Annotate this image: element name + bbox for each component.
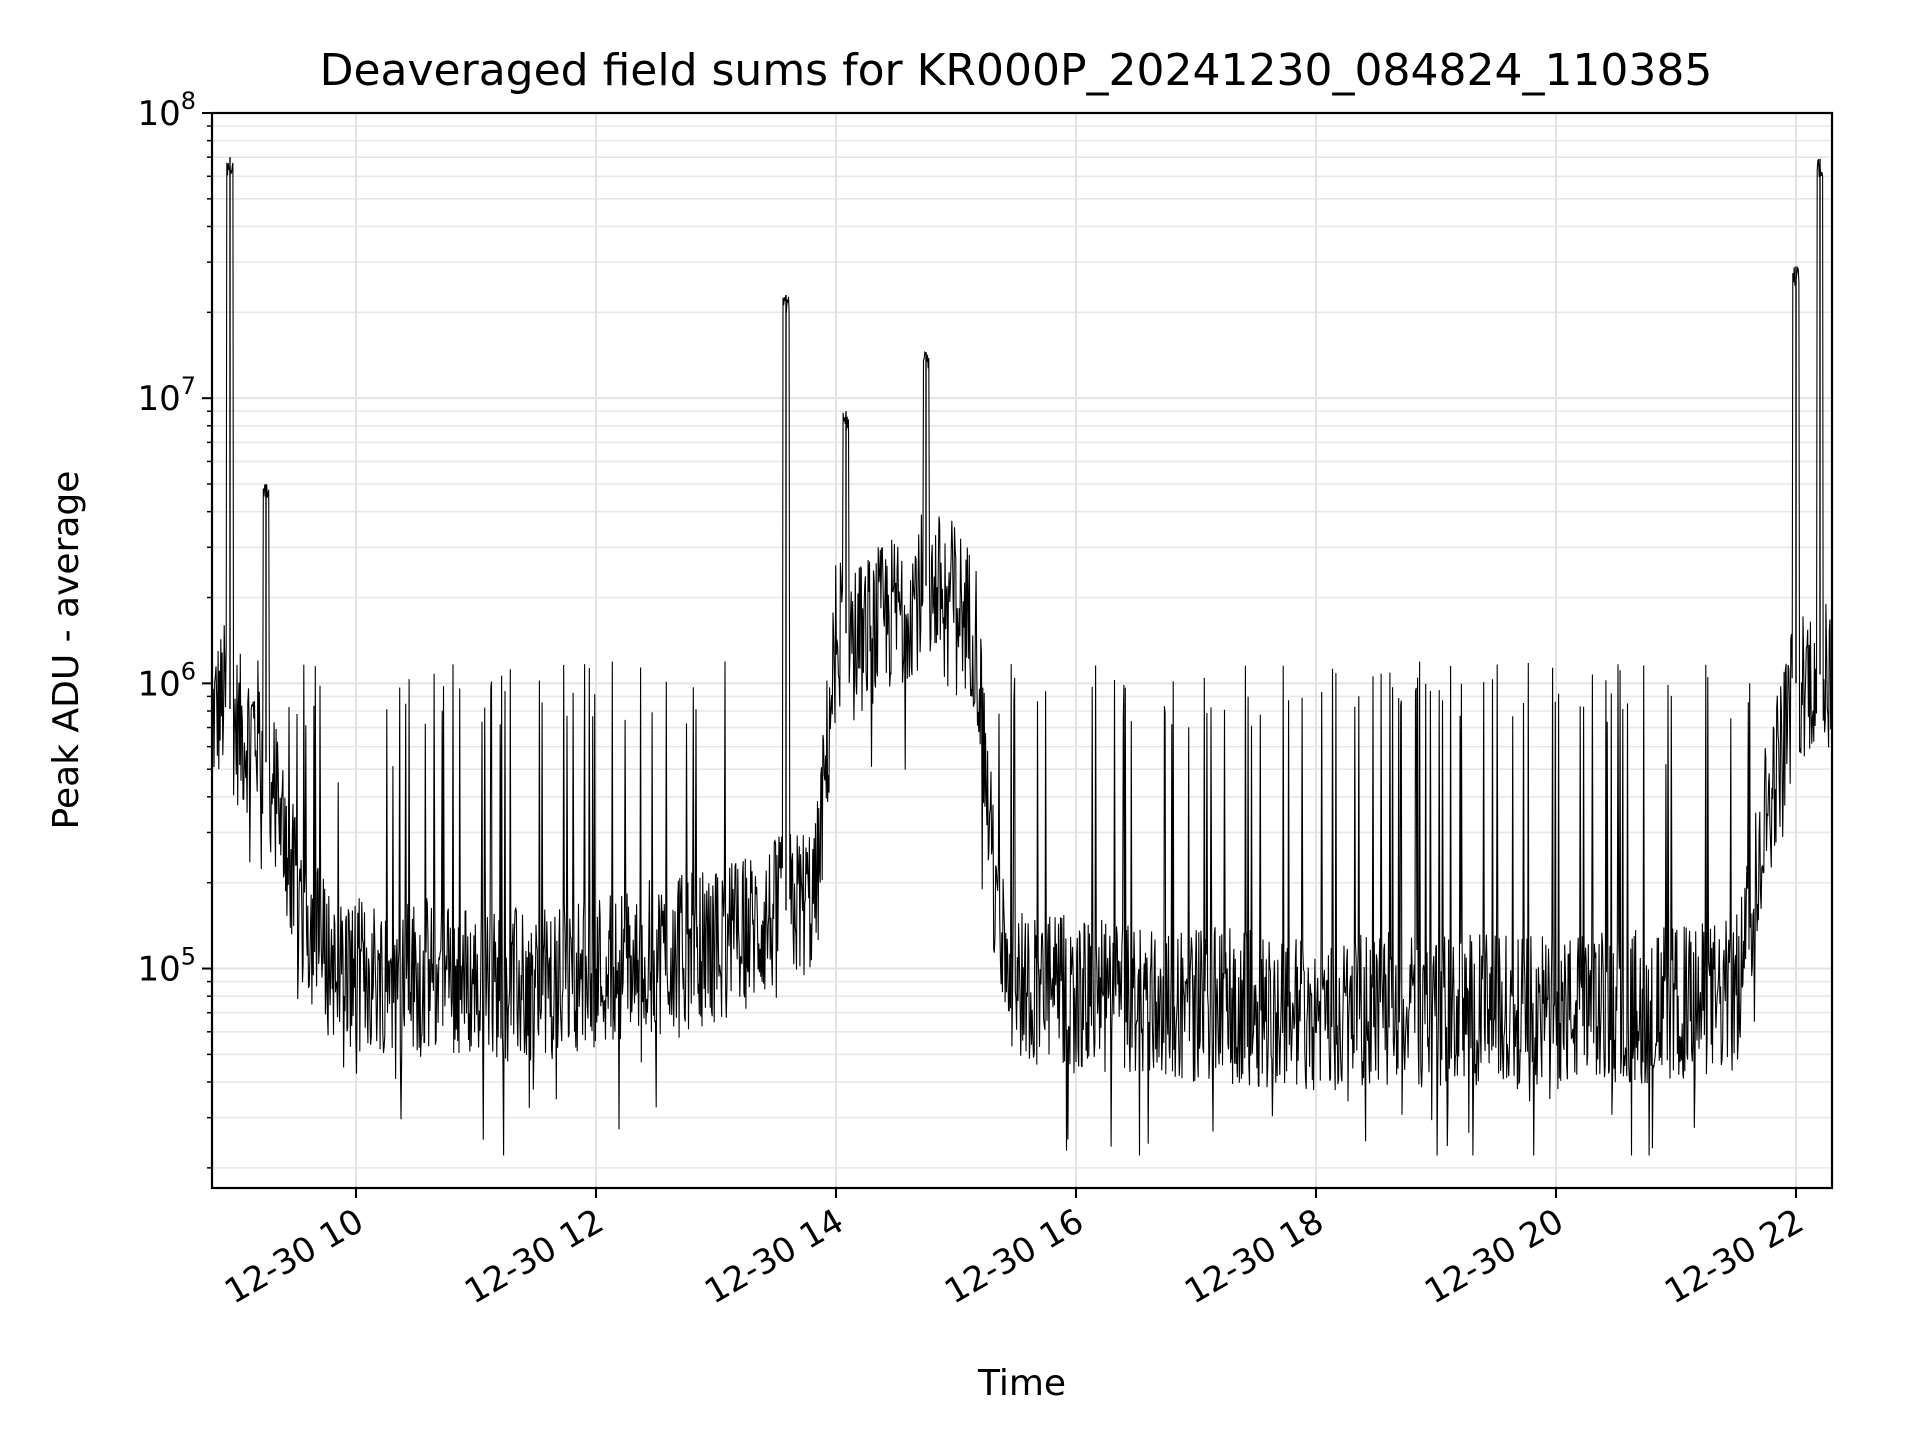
y-tick-base: 10 bbox=[137, 950, 180, 990]
plot-area bbox=[211, 157, 1833, 1156]
x-tick-label: 12-30 20 bbox=[1418, 1201, 1570, 1312]
x-axis-label: Time bbox=[977, 1363, 1066, 1404]
y-tick-label: 106 bbox=[137, 657, 196, 704]
x-tick-label: 12-30 10 bbox=[218, 1201, 370, 1312]
x-tick-label: 12-30 12 bbox=[458, 1201, 610, 1312]
y-tick-base: 10 bbox=[137, 664, 180, 704]
y-tick-label: 107 bbox=[137, 372, 196, 419]
y-tick-exponent: 8 bbox=[181, 87, 196, 115]
x-axis: 12-30 10 12-30 12 12-30 14 12-30 16 12-30 18… bbox=[218, 1188, 1811, 1312]
x-tick-label: 12-30 14 bbox=[698, 1201, 850, 1312]
y-tick-exponent: 7 bbox=[181, 372, 196, 400]
x-tick-label: 12-30 16 bbox=[938, 1201, 1090, 1312]
series-line bbox=[211, 158, 1833, 1156]
y-axis-label: Peak ADU - average bbox=[46, 471, 87, 830]
y-tick-exponent: 5 bbox=[181, 943, 196, 971]
y-tick-base: 10 bbox=[137, 379, 180, 419]
y-tick-label: 108 bbox=[137, 87, 196, 134]
plot-frame bbox=[210, 111, 1834, 1190]
chart-title: Deaveraged field sums for KR000P_2024123… bbox=[320, 45, 1713, 96]
x-tick-label: 12-30 18 bbox=[1178, 1201, 1330, 1312]
y-tick-base: 10 bbox=[137, 94, 180, 134]
y-tick-exponent: 6 bbox=[181, 657, 196, 685]
y-tick-label: 105 bbox=[137, 943, 196, 990]
x-tick-label: 12-30 22 bbox=[1658, 1201, 1810, 1312]
